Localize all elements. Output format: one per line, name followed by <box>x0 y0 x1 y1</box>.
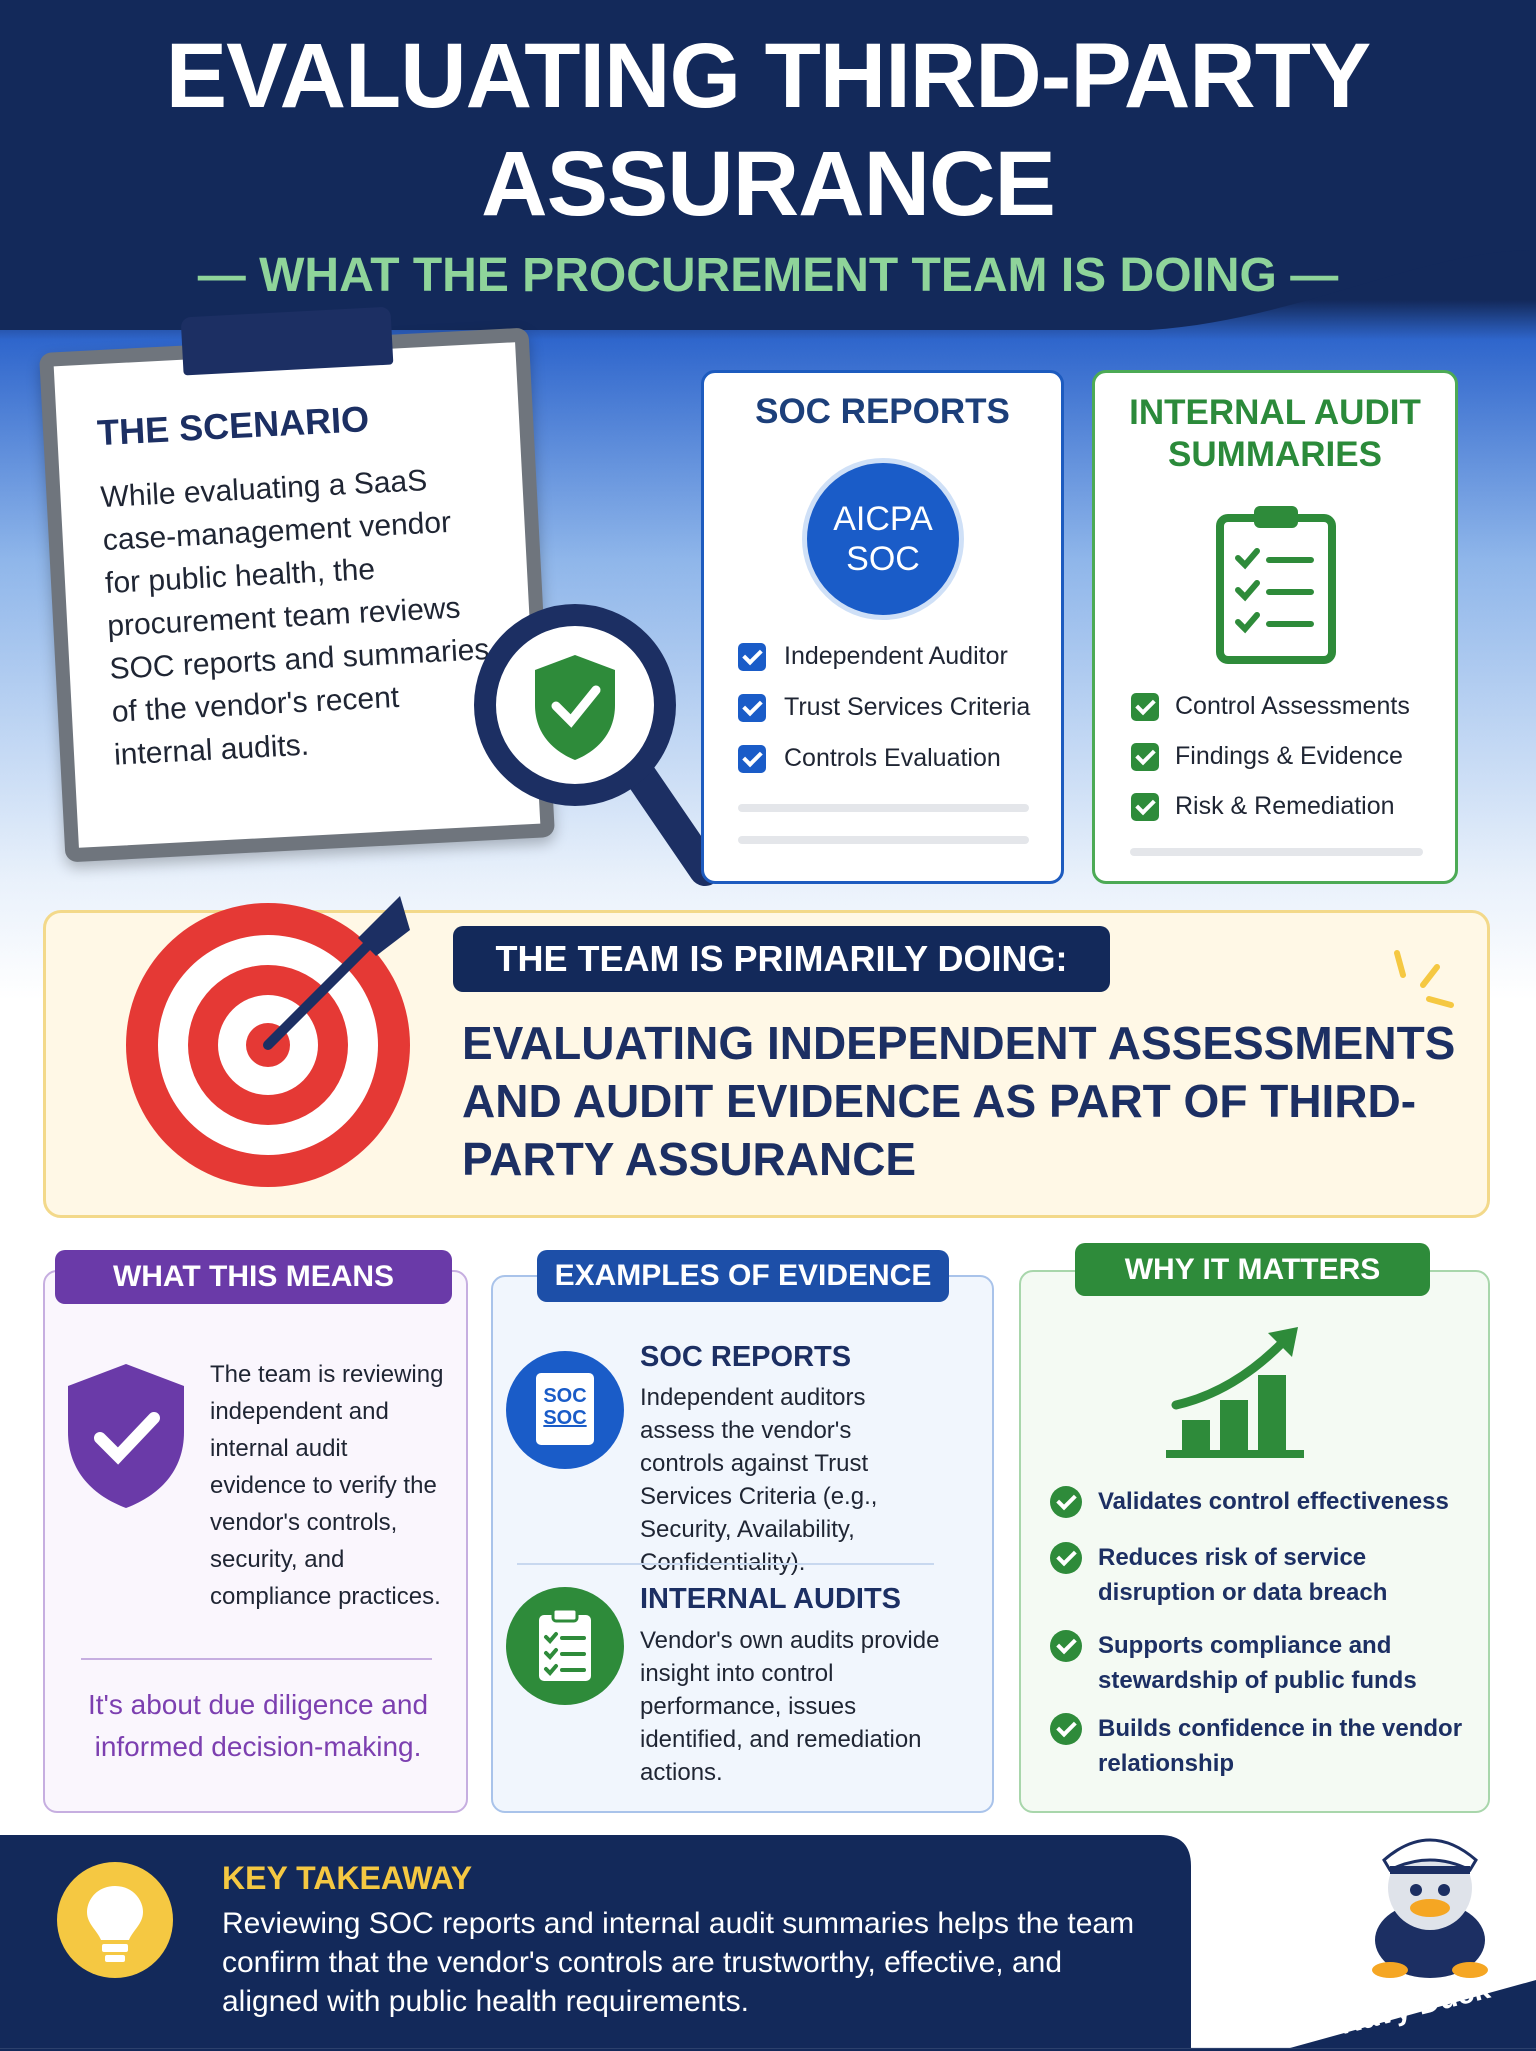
divider <box>517 1563 934 1565</box>
duck-mascot <box>1372 1838 1488 1978</box>
matters-heading: WHY IT MATTERS <box>1075 1243 1430 1296</box>
audit-doc-icon <box>506 1587 624 1705</box>
sparkle-icon <box>1394 950 1454 1008</box>
soc-item: Independent Auditor <box>784 642 1008 670</box>
placeholder-bar <box>1130 848 1423 856</box>
takeaway-heading: KEY TAKEAWAY <box>222 1860 473 1896</box>
bulb-icon <box>57 1862 173 1978</box>
check-icon <box>1050 1542 1082 1574</box>
divider <box>81 1658 432 1660</box>
matters-item: Supports compliance and stewardship of p… <box>1098 1632 1417 1694</box>
aicpa-badge: AICPA SOC <box>802 458 964 620</box>
soc-item: Trust Services Criteria <box>784 693 1031 721</box>
audit-item: Findings & Evidence <box>1175 742 1403 770</box>
matters-item: Builds confidence in the vendor relation… <box>1098 1715 1463 1777</box>
audit-heading: INTERNAL AUDIT SUMMARIES <box>1129 393 1421 474</box>
check-icon <box>1050 1713 1082 1745</box>
checkbox <box>1131 793 1159 821</box>
header-bg <box>0 0 1536 330</box>
icon-text: SOC <box>543 1385 587 1407</box>
check-icon <box>1050 1630 1082 1662</box>
checkbox <box>1131 743 1159 771</box>
checkbox <box>1131 693 1159 721</box>
title-line1: EVALUATING THIRD-PARTY <box>165 25 1372 127</box>
soc-item: Controls Evaluation <box>784 744 1001 772</box>
soc-doc-icon: SOC SOC <box>506 1351 624 1469</box>
meaning-heading: WHAT THIS MEANS <box>55 1250 452 1304</box>
meaning-note: It's about due diligence and informed de… <box>87 1689 429 1762</box>
placeholder-bar <box>738 804 1029 812</box>
matters-item: Reduces risk of service disruption or da… <box>1098 1544 1388 1606</box>
subtitle: — WHAT THE PROCUREMENT TEAM IS DOING — <box>197 249 1339 302</box>
audit-item: Control Assessments <box>1175 692 1410 720</box>
evidence-title: SOC REPORTS <box>640 1341 852 1373</box>
primary-statement: EVALUATING INDEPENDENT ASSESSMENTS AND A… <box>462 1017 1456 1185</box>
evidence-text: Vendor's own audits provide insight into… <box>640 1627 940 1786</box>
takeaway-text: Reviewing SOC reports and internal audit… <box>222 1907 1135 2018</box>
checkbox <box>738 694 766 722</box>
evidence-text: Independent auditors assess the vendor's… <box>640 1384 878 1576</box>
evidence-title: INTERNAL AUDITS <box>640 1583 901 1615</box>
check-icon <box>1050 1486 1082 1518</box>
target-icon <box>126 896 410 1187</box>
meaning-text: The team is reviewing independent and in… <box>210 1361 444 1610</box>
checkbox <box>738 643 766 671</box>
audit-item: Risk & Remediation <box>1175 792 1395 820</box>
meaning-card <box>43 1270 468 1813</box>
growth-chart-icon <box>1166 1327 1304 1458</box>
title-line2: ASSURANCE <box>481 133 1056 235</box>
scenario-heading: THE SCENARIO <box>96 398 370 454</box>
takeaway-bg <box>0 1835 1536 2048</box>
primary-label: THE TEAM IS PRIMARILY DOING: <box>453 926 1110 992</box>
soc-card <box>701 370 1064 884</box>
magnifier-icon <box>474 604 721 886</box>
matters-card <box>1019 1270 1490 1813</box>
placeholder-bar <box>738 836 1029 844</box>
clipboard-clip <box>180 306 394 376</box>
soc-heading: SOC REPORTS <box>755 392 1010 431</box>
icon-text: SOC <box>543 1407 587 1429</box>
badge-line1: AICPA <box>833 500 933 538</box>
clipboard-icon <box>1216 506 1336 664</box>
checkbox <box>738 745 766 773</box>
shield-icon <box>68 1364 184 1508</box>
evidence-heading: EXAMPLES OF EVIDENCE <box>537 1250 949 1302</box>
matters-item: Validates control effectiveness <box>1098 1488 1449 1515</box>
doc: SOC SOC <box>536 1373 594 1445</box>
scenario-text: While evaluating a SaaS case-management … <box>99 464 491 772</box>
badge-line2: SOC <box>846 540 920 578</box>
